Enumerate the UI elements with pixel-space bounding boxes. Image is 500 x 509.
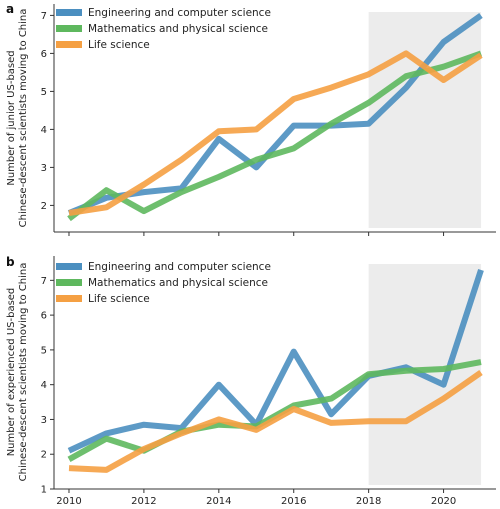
- panel-a-ylabel-line2: Chinese-descent scientists moving to Chi…: [18, 9, 29, 228]
- legend-a-swatch-life: [56, 41, 82, 48]
- panel-b-series-lines: [67, 268, 484, 473]
- legend-b-label-mathematics: Mathematics and physical science: [88, 277, 268, 289]
- panel-b-ytick-label: 3: [41, 415, 47, 426]
- panel-a-shaded-region: [368, 12, 482, 228]
- panel-a-y-ticks: 2 3 4 5 6 7: [41, 11, 54, 212]
- panel-b-xtick-label: 2016: [281, 496, 306, 507]
- panel-b-ytick-label: 6: [41, 311, 47, 322]
- panel-a-line-life: [68, 50, 483, 216]
- panel-a-letter: a: [6, 2, 14, 16]
- panel-a-legend: Engineering and computer science Mathema…: [56, 7, 271, 51]
- panel-b-ytick-label: 7: [41, 276, 47, 287]
- panel-a-ytick-label: 3: [41, 163, 47, 174]
- panel-b-xtick-label: 2014: [206, 496, 231, 507]
- legend-a-swatch-mathematics: [56, 25, 82, 32]
- panel-a-ytick-label: 4: [41, 125, 47, 136]
- panel-b-xtick-label: 2010: [56, 496, 81, 507]
- legend-b-label-engineering: Engineering and computer science: [88, 261, 271, 273]
- panel-b-letter: b: [6, 255, 15, 269]
- panel-b-xtick-label: 2012: [131, 496, 156, 507]
- panel-a-ytick-label: 6: [41, 49, 47, 60]
- legend-b-swatch-mathematics: [56, 279, 82, 286]
- panel-b-ytick-label: 4: [41, 380, 47, 391]
- panel-a-ytick-label: 7: [41, 11, 47, 22]
- panel-b-xtick-label: 2020: [431, 496, 456, 507]
- panel-b-legend: Engineering and computer science Mathema…: [56, 261, 271, 305]
- panel-a-axes: [53, 4, 496, 236]
- legend-b-swatch-life: [56, 295, 82, 302]
- panel-b-x-ticks: 2010 2012 2014 2016 2018 2020: [56, 496, 456, 507]
- legend-b-swatch-engineering: [56, 263, 82, 270]
- legend-a-label-engineering: Engineering and computer science: [88, 7, 271, 19]
- panel-a: a 2 3 4 5 6 7 Number of junior US-based Chine…: [6, 2, 496, 236]
- panel-b: b 1 2 3 4 5 6 7 2010 2012 2014 2016 2018 2020 Numbe…: [6, 255, 496, 507]
- panel-a-line-mathematics: [67, 50, 483, 222]
- panel-b-line-life: [68, 370, 483, 473]
- panel-b-ytick-label: 5: [41, 345, 47, 356]
- panel-b-line-mathematics: [67, 359, 482, 463]
- panel-b-y-ticks: 1 2 3 4 5 6 7: [41, 276, 54, 496]
- panel-a-line-engineering: [67, 12, 483, 216]
- legend-a-swatch-engineering: [56, 9, 82, 16]
- panel-a-ylabel-line1: Number of junior US-based: [6, 50, 17, 185]
- panel-b-ytick-label: 2: [41, 450, 47, 461]
- panel-a-ytick-label: 5: [41, 87, 47, 98]
- legend-a-label-mathematics: Mathematics and physical science: [88, 23, 268, 35]
- panel-a-series-lines: [67, 12, 483, 222]
- panel-b-ytick-label: 1: [41, 485, 47, 496]
- legend-a-label-life: Life science: [88, 39, 150, 51]
- panel-b-ylabel-line2: Chinese-descent scientists moving to Chi…: [18, 263, 29, 482]
- panel-b-ylabel-line1: Number of experienced US-based: [6, 288, 17, 457]
- panel-b-xtick-label: 2018: [356, 496, 381, 507]
- panel-b-axes: [53, 256, 496, 493]
- panel-a-ytick-label: 2: [41, 201, 47, 212]
- legend-b-label-life: Life science: [88, 293, 150, 305]
